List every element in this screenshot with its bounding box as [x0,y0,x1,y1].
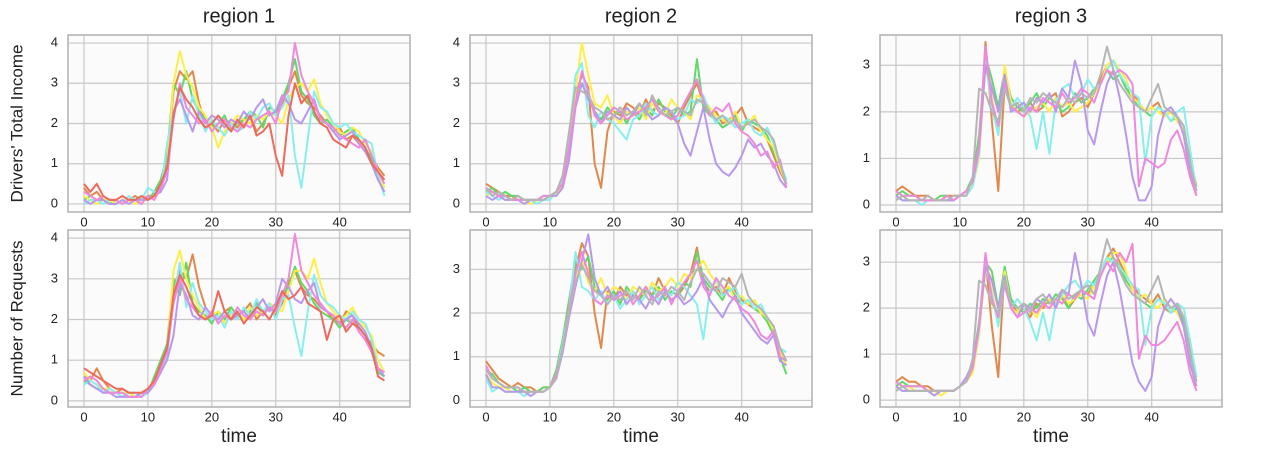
y-tick-label: 2 [453,115,460,130]
y-tick-label: 0 [863,196,870,211]
data-line [895,45,1198,202]
y-axis-label: Drivers' Total Income [7,45,26,203]
x-tick-label: 30 [671,214,685,229]
subplot-title: region 1 [203,5,275,27]
x-tick-label: 10 [953,409,967,424]
y-tick-label: 2 [863,300,870,315]
y-tick-label: 0 [863,392,870,407]
y-tick-label: 4 [51,34,58,49]
data-line [485,263,788,393]
y-axis-label: Number of Requests [7,241,26,397]
x-tick-label: 20 [607,214,621,229]
y-tick-label: 1 [453,348,460,363]
x-tick-label: 10 [543,214,557,229]
x-tick-label: 10 [141,409,155,424]
x-tick-label: 20 [1017,409,1031,424]
plot-frame [67,229,411,408]
subplot-title: region 2 [605,5,677,27]
plot-frame [469,34,813,213]
x-tick-label: 30 [269,409,283,424]
y-tick-label: 3 [453,75,460,90]
subplot: 0 10 20 30 40 0 1 2 3 time [863,229,1223,447]
y-tick-label: 4 [453,34,460,49]
plot-frame [879,229,1223,408]
x-tick-label: 10 [543,409,557,424]
data-line [83,233,385,398]
y-tick-label: 0 [51,195,58,210]
plot-area [880,230,1222,407]
x-tick-label: 40 [734,214,748,229]
y-tick-label: 1 [863,150,870,165]
x-tick-label: 40 [332,214,346,229]
data-line [83,82,386,201]
plot-area [470,230,812,407]
y-tick-label: 2 [863,103,870,118]
x-axis-label: time [1033,426,1069,447]
x-tick-label: 0 [892,409,899,424]
y-tick-label: 1 [51,155,58,170]
x-tick-label: 20 [1017,214,1031,229]
data-line [895,45,1198,202]
x-tick-label: 10 [953,214,967,229]
x-tick-label: 40 [1144,214,1158,229]
x-tick-label: 0 [482,214,489,229]
x-tick-label: 30 [1081,214,1095,229]
data-line [83,273,385,394]
x-tick-label: 30 [1081,409,1095,424]
plot-frame [879,34,1223,213]
y-tick-label: 4 [51,230,58,245]
y-tick-label: 3 [51,270,58,285]
x-tick-label: 0 [80,409,87,424]
y-tick-label: 1 [863,346,870,361]
x-axis-label: time [623,426,659,447]
x-axis-label: time [221,426,257,447]
subplot-title: region 3 [1015,5,1087,27]
y-tick-label: 2 [51,311,58,326]
plot-frame [67,34,411,213]
subplot: 0 10 20 30 40 0 1 2 3 4 region 1 Drivers' Total Inc… [7,5,411,229]
x-tick-label: 30 [671,409,685,424]
plot-area [880,35,1222,212]
data-line [485,86,788,201]
x-tick-label: 20 [205,214,219,229]
x-tick-label: 0 [80,214,87,229]
y-tick-label: 3 [51,75,58,90]
x-tick-label: 40 [734,409,748,424]
subplot: 0 10 20 30 40 0 1 2 3 time [453,229,813,447]
y-tick-label: 3 [863,254,870,269]
subplot: 0 10 20 30 40 0 1 2 3 region 3 [863,5,1223,229]
y-tick-label: 3 [863,57,870,72]
subplot: 0 10 20 30 40 0 1 2 3 4 time Number of Requests [7,229,411,447]
x-tick-label: 0 [892,214,899,229]
y-tick-label: 3 [453,261,460,276]
y-tick-label: 0 [453,195,460,210]
y-tick-label: 2 [453,304,460,319]
data-line [485,62,788,205]
x-tick-label: 40 [332,409,346,424]
x-tick-label: 0 [482,409,489,424]
x-tick-label: 30 [269,214,283,229]
y-tick-label: 1 [51,352,58,367]
x-tick-label: 20 [607,409,621,424]
x-tick-label: 40 [1144,409,1158,424]
plot-frame [469,229,813,408]
y-tick-label: 1 [453,155,460,170]
data-line [895,238,1198,392]
x-tick-label: 10 [141,214,155,229]
y-tick-label: 2 [51,115,58,130]
x-tick-label: 20 [205,409,219,424]
y-tick-label: 0 [51,392,58,407]
y-tick-label: 0 [453,392,460,407]
subplot: 0 10 20 30 40 0 1 2 3 4 region 2 [453,5,813,229]
